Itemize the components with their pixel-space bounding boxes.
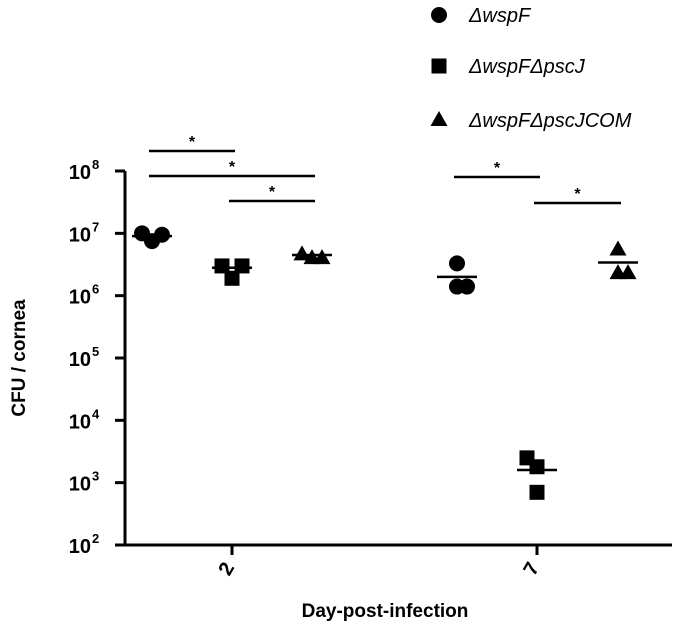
mean-lines [132, 234, 638, 472]
x-axis-title: Day-post-infection [302, 601, 469, 622]
legend-marker-triangle [430, 111, 448, 126]
point-square-day2-2 [234, 258, 250, 274]
sig-star-3: * [494, 160, 501, 177]
y-tick-label-2: 10 [69, 536, 91, 558]
sig-star-0: * [189, 134, 196, 151]
y-tick-exp-7: 7 [92, 219, 99, 234]
y-tick-label-5: 10 [69, 349, 91, 371]
legend-label-square: ΔwspFΔpscJ [468, 56, 586, 78]
point-square-day7-2 [529, 484, 545, 500]
y-tick-exp-4: 4 [92, 406, 100, 421]
y-tick-exp-2: 2 [92, 531, 99, 546]
x-tick-label-day-7: 7 [519, 559, 544, 580]
legend-marker-square [431, 58, 447, 74]
point-square-day7-1 [529, 459, 545, 475]
sig-star-2: * [269, 184, 276, 201]
y-tick-exp-3: 3 [92, 469, 99, 484]
point-circle-day2-2 [154, 226, 170, 243]
point-triangle-day2-0 [293, 245, 311, 261]
significance-bars: * * * * * [149, 134, 621, 205]
point-square-day2-0 [214, 258, 230, 274]
legend-label-circle: ΔwspF [468, 5, 532, 27]
legend-marker-circle [431, 7, 447, 23]
data-points [134, 225, 637, 500]
y-tick-exp-8: 8 [92, 157, 99, 172]
point-triangle-day7-0 [609, 240, 627, 256]
y-tick-label-3: 10 [69, 474, 91, 496]
point-circle-day7-0 [449, 255, 465, 272]
point-square-day2-1 [224, 270, 240, 286]
point-triangle-day7-2 [619, 264, 637, 280]
legend: ΔwspF ΔwspFΔpscJ ΔwspFΔpscJCOM [430, 5, 632, 132]
x-tick-label-day-2: 2 [214, 559, 239, 580]
y-tick-exp-6: 6 [92, 282, 99, 297]
y-axis-title: CFU / cornea [9, 299, 30, 417]
y-tick-exp-5: 5 [92, 344, 99, 359]
sig-star-1: * [229, 159, 236, 176]
y-tick-label-6: 10 [69, 287, 91, 309]
legend-label-triangle: ΔwspFΔpscJCOM [468, 110, 632, 132]
y-tick-label-7: 10 [69, 224, 91, 246]
point-circle-day7-2 [459, 278, 475, 295]
axes [123, 171, 672, 547]
point-triangle-day2-2 [313, 249, 331, 265]
sig-star-4: * [574, 186, 581, 203]
y-tick-label-4: 10 [69, 411, 91, 433]
y-tick-label-8: 10 [69, 162, 91, 184]
